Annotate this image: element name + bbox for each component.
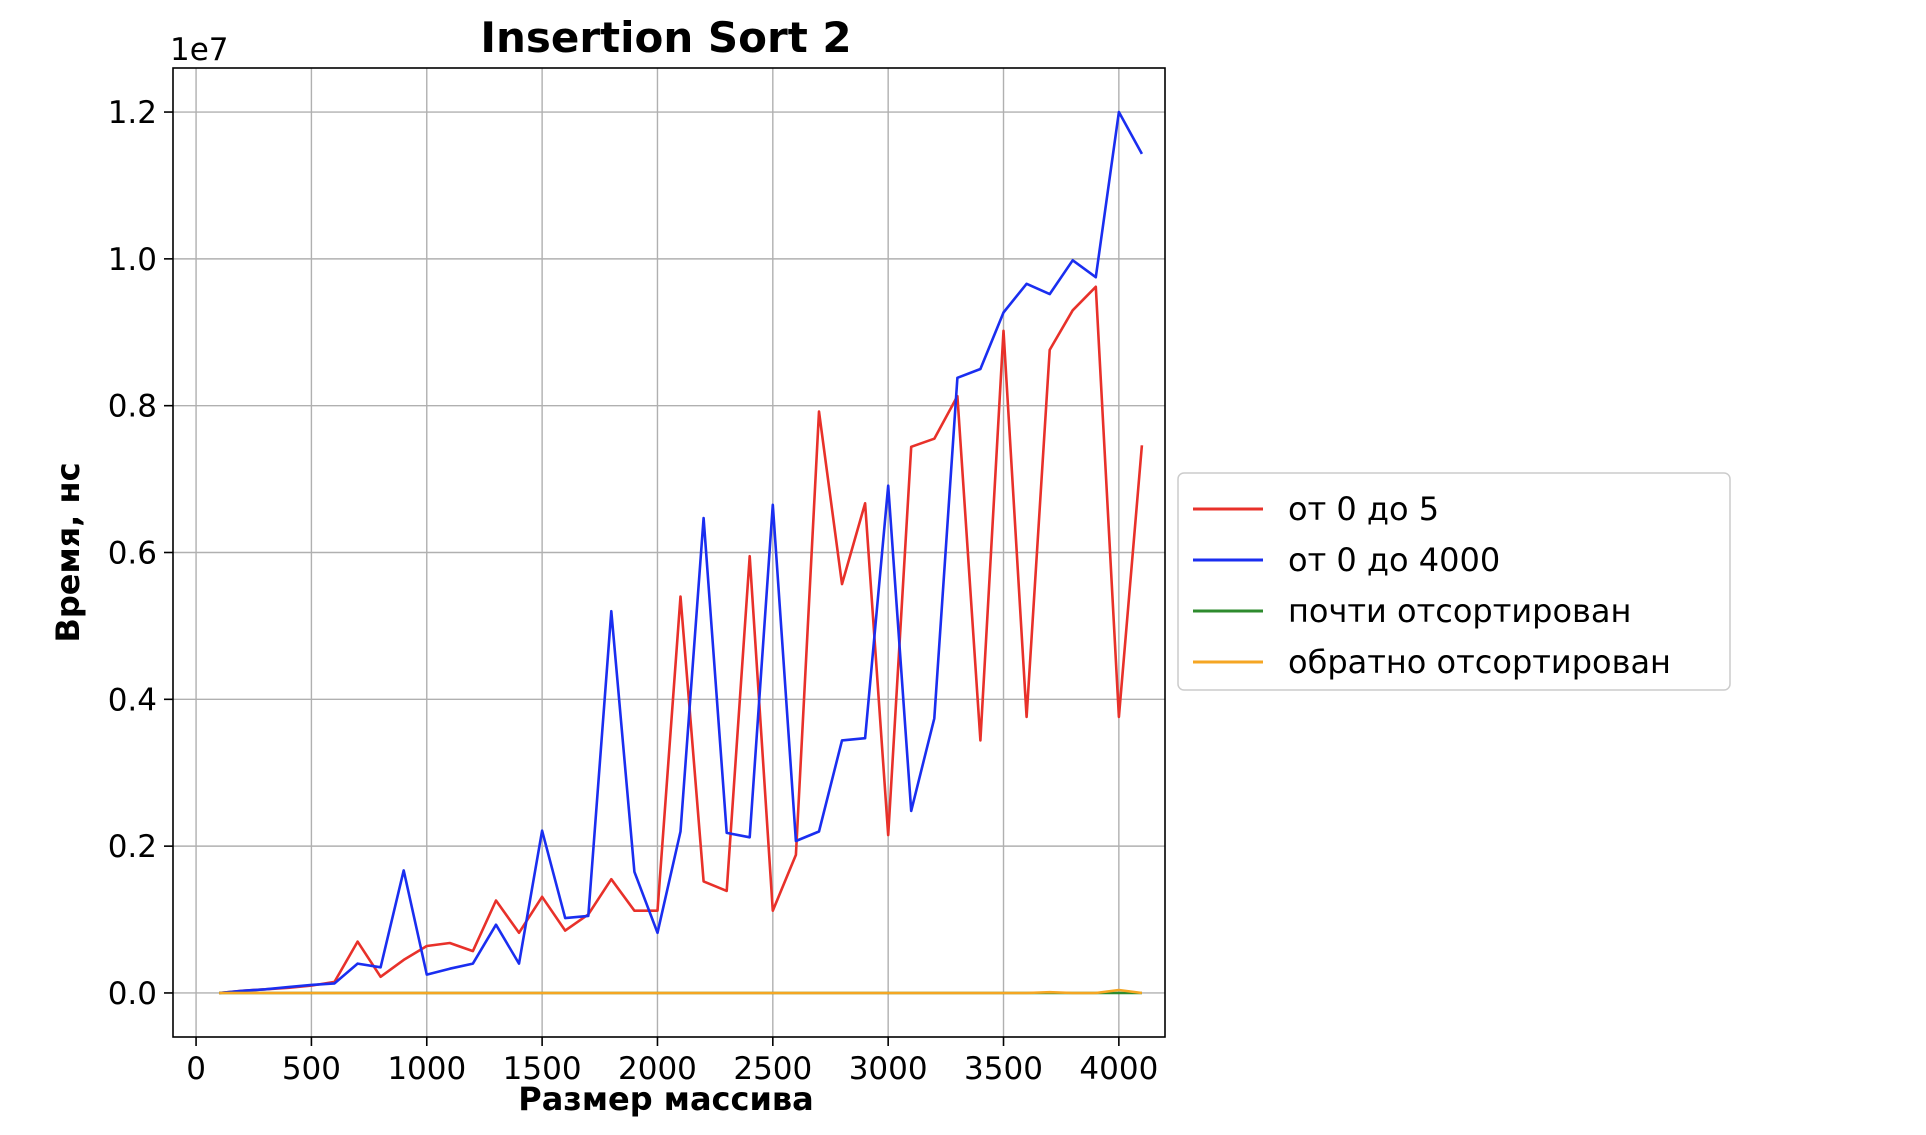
x-axis-title: Размер массива [518,1080,814,1118]
y-tick-label: 0.4 [108,682,157,718]
series-line-4 [219,988,1143,995]
axis-ticks: 0 500 1000 1500 2000 2500 3000 3500 4000 0.0 0.2 0.… [108,95,1159,1087]
y-tick-label: 0.0 [108,976,157,1012]
x-tick-label: 2500 [733,1051,812,1087]
legend-box [1177,472,1731,691]
y-axis-title: Время, нс [49,462,87,642]
legend-label-2: от 0 до 4000 [1288,541,1500,579]
y-tick-label: 0.8 [108,389,157,425]
y-tick-label: 1.0 [108,242,157,278]
legend-label-3: почти отсортирован [1288,592,1631,630]
x-tick-label: 3000 [849,1051,928,1087]
x-tick-label: 500 [282,1051,341,1087]
x-tick-label: 3500 [964,1051,1043,1087]
x-tick-label: 1000 [387,1051,466,1087]
legend-label-1: от 0 до 5 [1288,490,1439,528]
x-tick-label: 2000 [618,1051,697,1087]
x-tick-label: 1500 [503,1051,582,1087]
chart-title: Insertion Sort 2 [480,13,851,62]
y-tick-label: 1.2 [108,95,157,131]
legend: от 0 до 5 от 0 до 4000 почти отсортирован о… [1177,472,1731,691]
y-offset-label: 1e7 [170,32,229,68]
y-tick-label: 0.6 [108,536,157,572]
legend-label-4: обратно отсортирован [1288,643,1671,681]
series-line-2 [218,110,1144,995]
x-tick-label: 0 [186,1051,206,1087]
y-tick-label: 0.2 [108,829,157,865]
series-lines [218,110,1144,995]
x-tick-label: 4000 [1079,1051,1158,1087]
